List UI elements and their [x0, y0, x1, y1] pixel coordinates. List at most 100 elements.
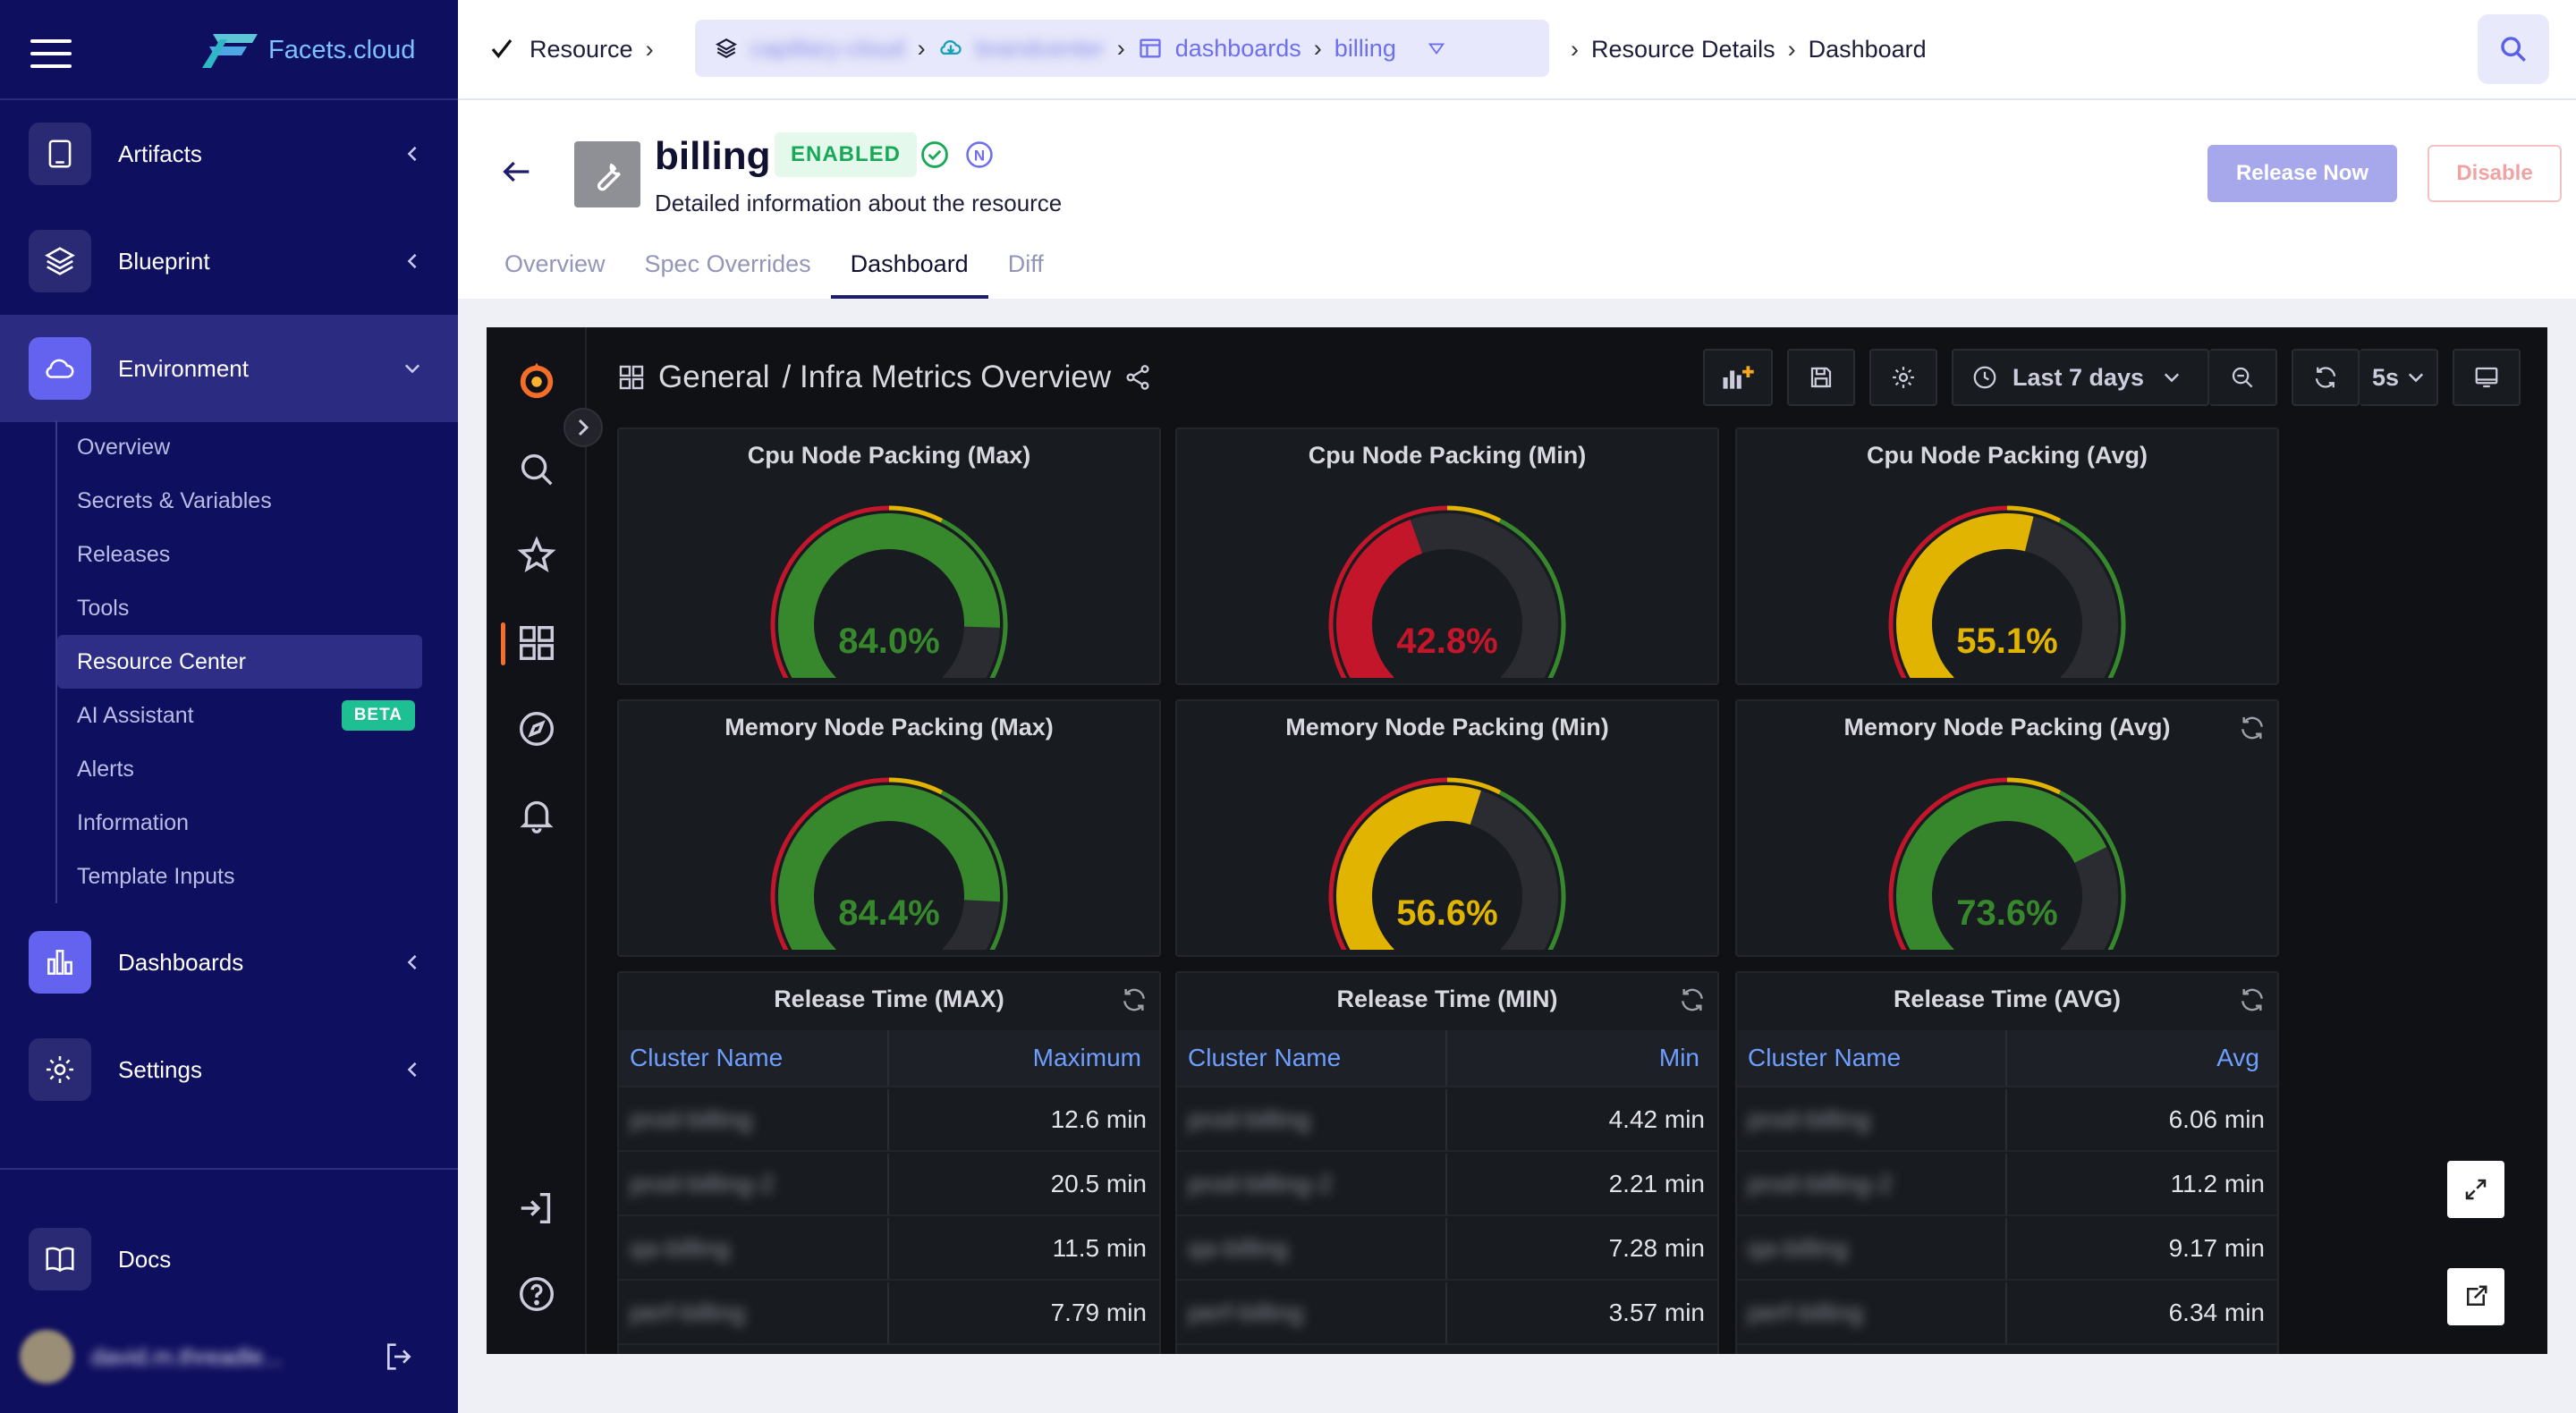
breadcrumb-billing[interactable]: billing: [1334, 34, 1396, 62]
subnav-item-secrets-variables[interactable]: Secrets & Variables: [77, 487, 272, 513]
brand-logo[interactable]: Facets.cloud: [200, 30, 415, 70]
table-row: prod-billing 6.06 min: [1737, 1089, 2277, 1152]
column-header-cluster-name[interactable]: Cluster Name: [1177, 1030, 1447, 1086]
breadcrumb-resource[interactable]: Resource: [530, 35, 633, 63]
refresh-button[interactable]: [2292, 349, 2360, 406]
gauge-threshold-band: [770, 777, 890, 950]
back-arrow-icon[interactable]: [499, 154, 535, 190]
layers-icon: [29, 230, 91, 292]
time-range-picker[interactable]: Last 7 days: [1952, 349, 2209, 406]
dashboard-name: / Infra Metrics Overview: [782, 360, 1112, 394]
breadcrumb-environment[interactable]: brandcenter: [975, 34, 1105, 62]
table-panel[interactable]: Release Time (MAX) Cluster Name Maximum …: [617, 971, 1161, 1354]
search-icon[interactable]: [516, 449, 557, 490]
panel-refresh-icon[interactable]: [2238, 714, 2267, 742]
gauge-panel[interactable]: Memory Node Packing (Min) 56.6%: [1175, 699, 1719, 957]
dropdown-triangle-icon[interactable]: [1427, 38, 1446, 58]
expand-icon: [2465, 1179, 2487, 1200]
sidebar-divider: [0, 1168, 458, 1170]
tab-spec-overrides[interactable]: Spec Overrides: [644, 250, 811, 277]
dashboards-grid-icon[interactable]: [516, 622, 557, 664]
check-mark-icon: [491, 38, 513, 59]
refresh-interval-picker[interactable]: 5s: [2360, 349, 2438, 406]
cluster-name-cell: prod-billing: [1737, 1089, 2007, 1150]
dashboard-folder[interactable]: General: [658, 360, 770, 394]
logout-icon[interactable]: [381, 1339, 417, 1375]
subnav-item-ai-assistant[interactable]: AI Assistant BETA: [57, 689, 422, 742]
table-row: qa-billing 7.28 min: [1177, 1218, 1717, 1281]
wrench-icon: [574, 141, 640, 207]
sidebar-item-settings[interactable]: Settings: [0, 1016, 458, 1123]
gauge-panel[interactable]: Cpu Node Packing (Max) 84.0%: [617, 427, 1161, 685]
gauge-threshold-band: [888, 505, 944, 523]
panel-refresh-icon[interactable]: [1120, 986, 1148, 1014]
tab-dashboard[interactable]: Dashboard: [830, 247, 988, 299]
subnav-item-overview[interactable]: Overview: [77, 434, 171, 460]
fullscreen-button[interactable]: [2447, 1161, 2504, 1218]
open-external-button[interactable]: [2447, 1268, 2504, 1325]
subnav-item-alerts[interactable]: Alerts: [77, 756, 134, 782]
breadcrumb-resource-details[interactable]: Resource Details: [1591, 35, 1775, 63]
subnav-item-information[interactable]: Information: [77, 809, 190, 835]
table-row: perf-billing 6.34 min: [1737, 1282, 2277, 1345]
add-panel-button[interactable]: [1703, 349, 1773, 406]
breadcrumb-project[interactable]: capillary-cloud: [750, 34, 905, 62]
release-now-button[interactable]: Release Now: [2207, 145, 2397, 202]
column-header-value[interactable]: Avg: [2216, 1044, 2259, 1071]
search-button[interactable]: [2478, 14, 2549, 84]
user-profile[interactable]: david.m.threadle...: [20, 1325, 440, 1388]
menu-icon[interactable]: [30, 39, 72, 68]
column-header-cluster-name[interactable]: Cluster Name: [619, 1030, 889, 1086]
sidebar-item-dashboards[interactable]: Dashboards: [0, 909, 458, 1016]
column-header-value[interactable]: Min: [1658, 1044, 1699, 1071]
avatar: [20, 1330, 73, 1383]
column-header-cluster-name[interactable]: Cluster Name: [1737, 1030, 2007, 1086]
share-icon[interactable]: [1123, 363, 1152, 392]
disable-button[interactable]: Disable: [2428, 145, 2562, 202]
gauge-value-arc: [1896, 513, 2034, 678]
tv-mode-button[interactable]: [2453, 349, 2521, 406]
zoom-out-button[interactable]: [2209, 349, 2277, 406]
subnav-item-resource-center[interactable]: Resource Center: [57, 635, 422, 689]
subnav-item-releases[interactable]: Releases: [77, 541, 171, 567]
grafana-logo-icon[interactable]: [516, 360, 557, 401]
gauge-threshold-band: [2058, 518, 2126, 678]
star-icon[interactable]: [516, 535, 557, 576]
breadcrumb-resource-path[interactable]: capillary-cloud › brandcenter › dashboar…: [695, 20, 1549, 77]
subnav-item-tools[interactable]: Tools: [77, 595, 130, 621]
help-icon[interactable]: [516, 1273, 557, 1315]
gauge-panel[interactable]: Memory Node Packing (Max) 84.4%: [617, 699, 1161, 957]
gauge-value-arc: [778, 785, 1000, 950]
subnav-item-template-inputs[interactable]: Template Inputs: [77, 863, 235, 889]
tab-overview[interactable]: Overview: [504, 250, 606, 277]
sidebar-item-environment[interactable]: Environment: [0, 315, 458, 422]
cluster-name-text: prod-billing: [630, 1105, 752, 1133]
dashboard-settings-button[interactable]: [1869, 349, 1937, 406]
sidebar-item-docs[interactable]: Docs: [0, 1206, 458, 1313]
sidebar-item-artifacts[interactable]: Artifacts: [0, 100, 458, 207]
sidebar-item-blueprint[interactable]: Blueprint: [0, 207, 458, 315]
breadcrumb-dashboards[interactable]: dashboards: [1174, 34, 1301, 62]
save-dashboard-button[interactable]: [1787, 349, 1855, 406]
panel-refresh-icon[interactable]: [2238, 986, 2267, 1014]
column-header-value[interactable]: Maximum: [1032, 1044, 1141, 1071]
expand-rail-button[interactable]: [564, 408, 603, 447]
sidebar-item-label: Blueprint: [118, 247, 210, 275]
save-icon: [1810, 367, 1832, 388]
gauge-panel[interactable]: Memory Node Packing (Avg) 73.6%: [1735, 699, 2279, 957]
tab-diff[interactable]: Diff: [1007, 250, 1044, 277]
breadcrumb-separator: ›: [1116, 34, 1125, 62]
gauge-panel[interactable]: Cpu Node Packing (Min) 42.8%: [1175, 427, 1719, 685]
gauge-panel[interactable]: Cpu Node Packing (Avg) 55.1%: [1735, 427, 2279, 685]
table-row: prod-billing 4.42 min: [1177, 1089, 1717, 1152]
table-panel[interactable]: Release Time (AVG) Cluster Name Avg prod…: [1735, 971, 2279, 1354]
release-time-cell: 7.79 min: [1050, 1299, 1147, 1326]
sign-in-icon[interactable]: [516, 1188, 557, 1229]
dashboard-title: General / Infra Metrics Overview: [617, 360, 1152, 395]
gauge-threshold-band: [1888, 505, 2008, 678]
panel-refresh-icon[interactable]: [1678, 986, 1707, 1014]
gauge-svg: 84.0%: [770, 505, 1008, 678]
compass-icon[interactable]: [516, 708, 557, 749]
bell-icon[interactable]: [516, 794, 557, 835]
table-panel[interactable]: Release Time (MIN) Cluster Name Min prod…: [1175, 971, 1719, 1354]
